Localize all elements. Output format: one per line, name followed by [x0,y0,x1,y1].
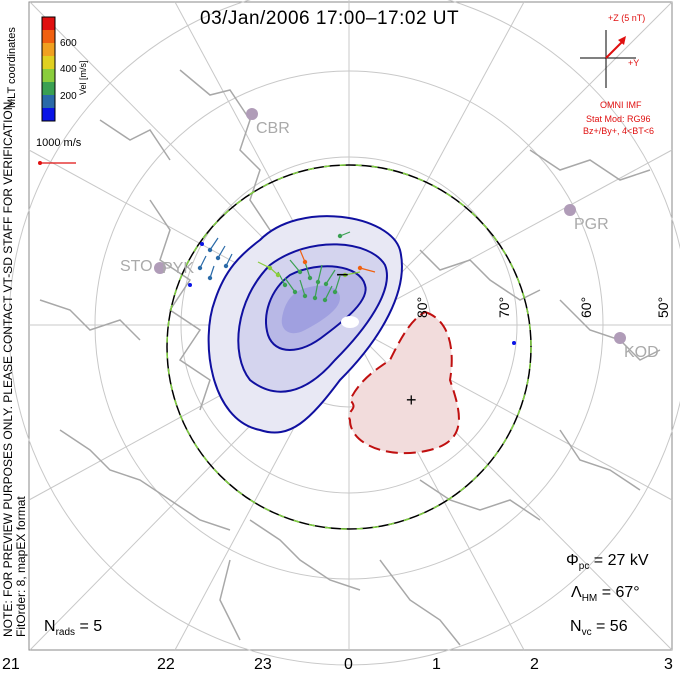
station-label-kod: KOD [624,344,659,361]
preview-note: NOTE: FOR PREVIEW PURPOSES ONLY. PLEASE … [1,98,15,637]
imf-y-label: +Y [628,58,640,68]
mlt-label-0: 0 [344,656,353,673]
station-markers [154,108,626,344]
mlt-label-22: 22 [157,656,175,673]
phi-pc-stat: Φpc = 27 kV [566,552,649,573]
map-frame [28,1,673,651]
imf-z-label: +Z (5 nT) [608,13,646,23]
mlt-label-2: 2 [530,656,539,673]
coords-label: MLT coordinates [6,27,18,108]
station-label-sto: STO [120,258,153,275]
velocity-vectors [188,231,516,345]
imf-clock [580,30,636,88]
positive-cell [207,215,403,434]
map-title: 03/Jan/2006 17:00–17:02 UT [200,8,460,29]
nrads-stat: Nrads = 5 [44,618,103,639]
fit-order-note: FitOrder: 8, mapEX format [14,496,28,637]
colorbar-tick-400: 400 [60,64,77,75]
nvc-stat: Nvc = 56 [570,618,628,639]
mlt-label-1: 1 [432,656,441,673]
mlt-label-21: 21 [2,656,20,673]
colorbar-tick-200: 200 [60,91,77,102]
colorbar-label: Vel [m/s] [78,60,88,95]
potential-min-marker: − [336,262,349,287]
hm-boundary-dash [166,164,532,530]
latitude-label-70: 70° [496,296,512,318]
latitude-label-80: 80° [414,296,430,318]
potential-max-marker: + [406,390,417,410]
negative-cell [347,310,460,455]
station-label-pyk: PYK [162,260,195,277]
reference-vector-dot [38,161,42,165]
mlt-label-3: 3 [664,656,673,673]
lambda-hm-stat: ΛHM = 67° [571,584,640,605]
station-label-pgr: PGR [574,216,609,233]
mlt-label-23: 23 [254,656,272,673]
imf-stat-model: Stat Mod: RG96 [586,114,651,124]
velocity-colorbar [41,16,56,122]
imf-condition: Bz+/By+, 4<BT<6 [583,126,655,136]
latitude-label-50: 50° [655,296,671,318]
latitude-label-60: 60° [578,296,594,318]
imf-source: OMNI IMF [600,100,642,110]
station-label-cbr: CBR [256,120,290,137]
colorbar-tick-600: 600 [60,38,77,49]
reference-vector-label: 1000 m/s [36,137,82,149]
